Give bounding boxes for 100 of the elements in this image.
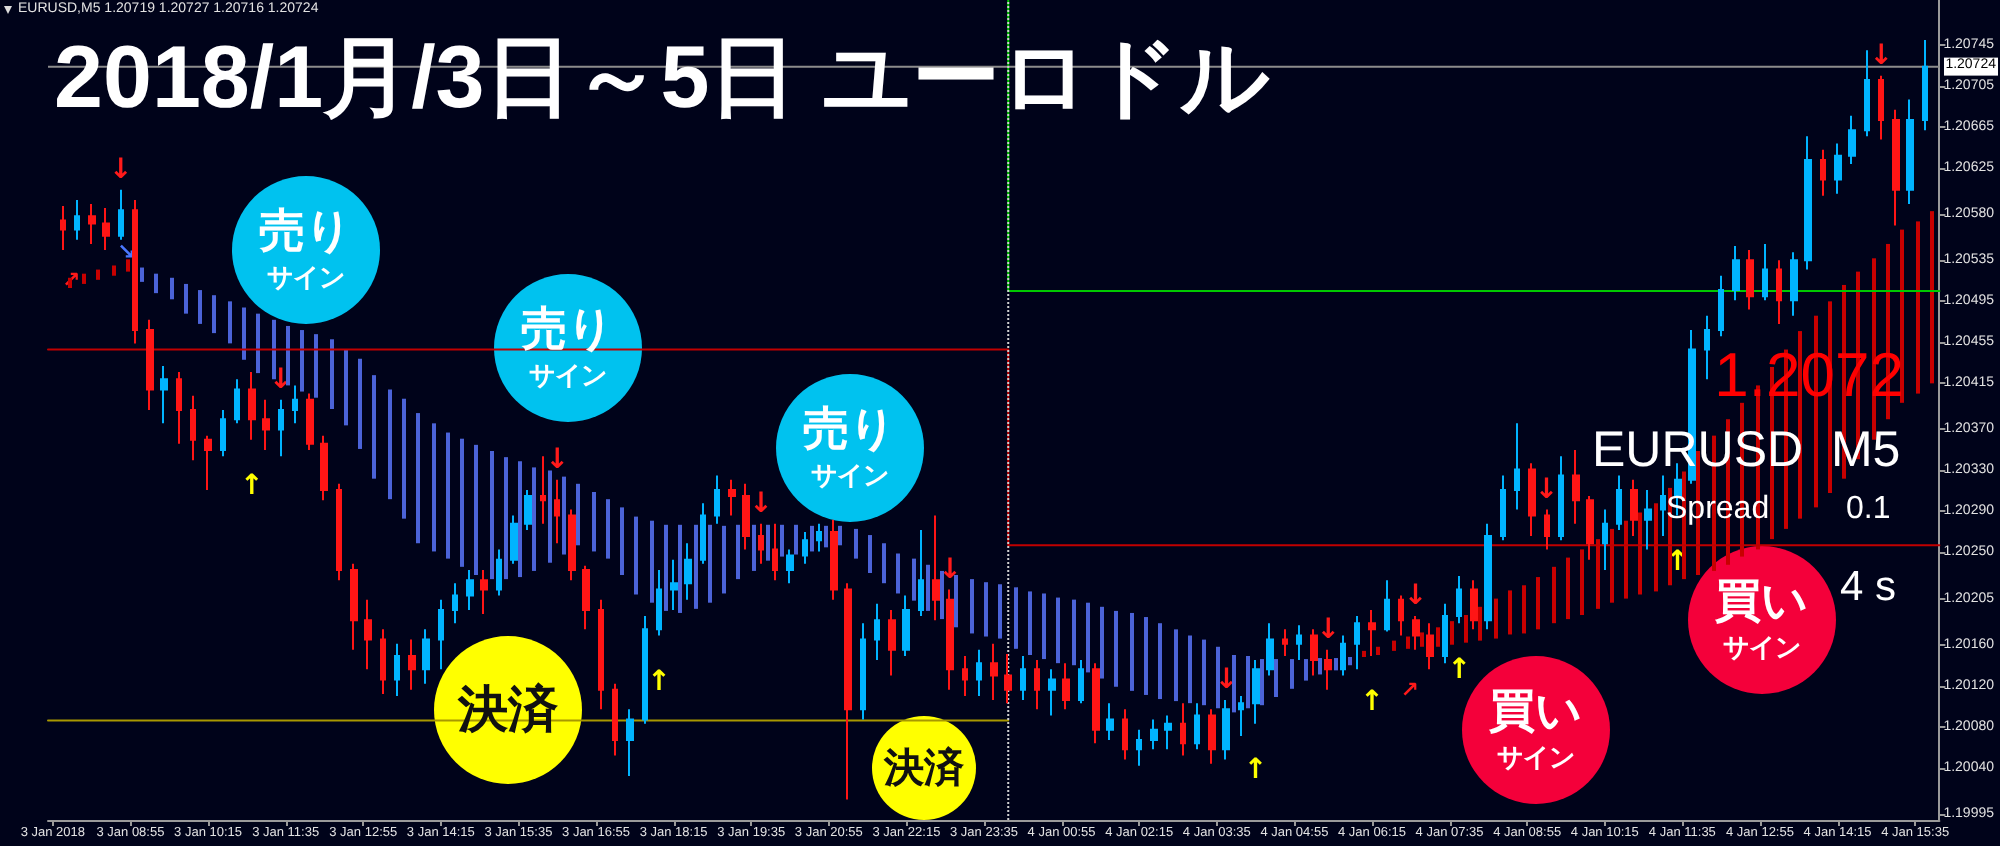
bar (766, 524, 770, 561)
bar (868, 535, 872, 573)
candlestick (802, 530, 808, 565)
candlestick (1572, 448, 1580, 525)
annotation: ↑ (1360, 686, 1384, 718)
bar (548, 470, 552, 563)
candlestick (1558, 455, 1564, 542)
bar (1362, 650, 1366, 658)
candlestick (1004, 652, 1012, 705)
candlestick (1164, 714, 1172, 751)
bar (112, 265, 116, 276)
candlestick (60, 205, 66, 252)
candlestick (946, 588, 954, 691)
candlestick (88, 202, 96, 245)
bar (126, 259, 130, 272)
bar (198, 290, 202, 324)
bar (330, 339, 334, 409)
bar (184, 283, 188, 314)
bar (228, 301, 232, 344)
bar (606, 499, 610, 559)
bar (752, 524, 756, 571)
bar (620, 507, 624, 576)
bar (678, 524, 682, 613)
candlestick (1092, 662, 1100, 745)
bar (300, 330, 304, 392)
bar (1334, 658, 1338, 671)
annotation: 売り (803, 403, 897, 456)
candlestick (438, 598, 444, 671)
bar (446, 432, 450, 559)
bar (896, 553, 900, 594)
bar (1348, 657, 1352, 666)
bar (970, 579, 974, 634)
bar (1508, 590, 1512, 635)
bar (1464, 615, 1468, 643)
candlestick (902, 594, 910, 657)
annotation: ↓ (938, 553, 962, 586)
annotation: 買い (1489, 685, 1583, 738)
bar (1042, 593, 1046, 660)
bar (358, 358, 362, 449)
candlestick (1820, 148, 1826, 197)
candlestick (990, 642, 998, 702)
candlestick (452, 582, 458, 625)
annotation: ↑ (1447, 653, 1471, 686)
annotation: ↓ (1534, 473, 1559, 506)
bar (1552, 566, 1556, 624)
candlestick (306, 392, 314, 451)
bar (1274, 659, 1278, 697)
candlestick (278, 398, 284, 458)
annotation: ↓ (1214, 664, 1239, 697)
bar (1130, 612, 1134, 691)
candlestick (1442, 602, 1448, 665)
candlestick (976, 648, 982, 697)
bar (650, 520, 654, 603)
bar (954, 575, 958, 628)
bar (1202, 639, 1206, 706)
annotation: ↓ (1403, 580, 1428, 612)
bar (780, 524, 784, 557)
candlestick (1062, 662, 1070, 711)
annotation: サイン (1723, 634, 1801, 665)
bar (912, 558, 916, 601)
bar (242, 307, 246, 360)
bar (170, 277, 174, 300)
bar (402, 398, 406, 519)
candlestick (466, 568, 474, 611)
candlestick (1790, 251, 1798, 317)
annotation: 決済 (458, 679, 558, 738)
candlestick (554, 478, 560, 545)
candlestick (1500, 474, 1506, 542)
candlestick (860, 622, 866, 721)
candlestick (582, 564, 590, 631)
candlestick (1020, 655, 1026, 702)
candlestick (336, 482, 342, 582)
bar (854, 528, 858, 559)
bar (592, 492, 596, 552)
candlestick (350, 562, 358, 651)
candlestick (656, 568, 662, 637)
candlestick (496, 548, 502, 597)
candlestick (540, 455, 546, 525)
candlestick (176, 371, 182, 445)
candlestick (700, 502, 706, 565)
candlestick (1208, 708, 1216, 765)
annotation: サイン (529, 362, 607, 393)
candlestick (118, 188, 124, 241)
candlestick (1586, 495, 1594, 561)
bar (1436, 627, 1440, 647)
candlestick (1398, 594, 1404, 637)
candlestick (1384, 579, 1390, 633)
bar (562, 476, 566, 555)
candlestick (1470, 579, 1478, 631)
bar (1478, 606, 1482, 641)
annotation: サイン (811, 462, 889, 493)
annotation: ↑ (239, 469, 264, 502)
candlestick (758, 522, 764, 565)
bar (272, 319, 276, 380)
bar (824, 525, 828, 548)
candlestick (1746, 249, 1754, 311)
bar (460, 438, 464, 567)
candlestick (1136, 728, 1142, 767)
bar (1174, 629, 1178, 702)
candlestick (568, 508, 576, 582)
